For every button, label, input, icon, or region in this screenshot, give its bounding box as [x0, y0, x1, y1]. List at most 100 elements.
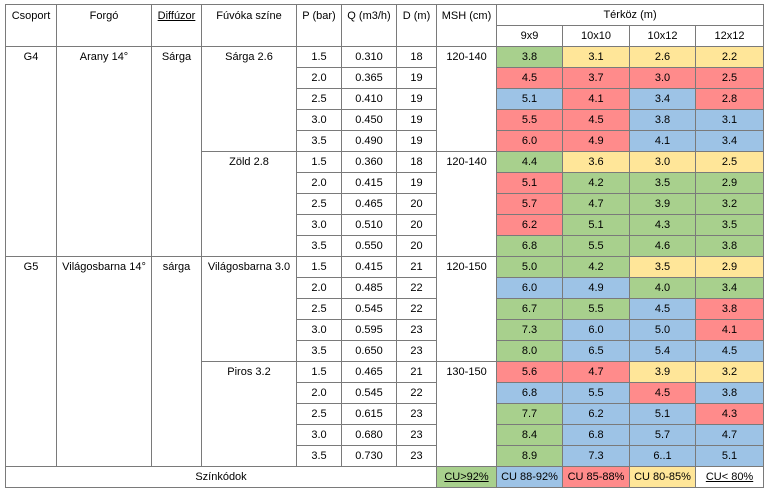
flow-value: 0.730: [341, 445, 397, 467]
table-row: 2.5 0.615 23 7.7 6.2 5.1 4.3: [6, 403, 765, 425]
flow-value: 0.485: [341, 277, 397, 299]
pressure-value: 2.0: [296, 67, 342, 89]
cu-cell: 5.1: [562, 214, 630, 236]
cu-cell: 2.5: [694, 67, 765, 89]
legend-label: Színkódok: [5, 466, 437, 488]
diffuser-name: Sárga: [151, 46, 202, 257]
flow-value: 0.510: [341, 214, 397, 236]
cu-cell: 2.9: [694, 256, 765, 278]
cu-cell: 3.8: [496, 46, 563, 68]
cu-cell: 4.1: [694, 319, 765, 341]
cu-cell: 6.5: [562, 340, 630, 362]
legend-item: CU 88-92%: [496, 466, 563, 488]
diameter-value: 19: [396, 172, 437, 194]
cu-cell: 4.7: [562, 193, 630, 215]
cu-cell: 3.5: [629, 256, 696, 278]
cu-cell: 5.5: [562, 382, 630, 404]
header-diameter: D (m): [396, 4, 437, 47]
cu-cell: 8.4: [496, 424, 563, 446]
cu-cell: 4.7: [562, 361, 630, 383]
cu-cell: 3.4: [694, 277, 765, 299]
diameter-value: 22: [396, 277, 437, 299]
cu-cell: 4.2: [562, 172, 630, 194]
diameter-value: 20: [396, 235, 437, 257]
flow-value: 0.465: [341, 361, 397, 383]
pressure-value: 2.5: [296, 403, 342, 425]
table-body: Csoport Forgó Diffúzor Fúvóka színe P (b…: [5, 4, 765, 488]
cu-cell: 6.0: [562, 319, 630, 341]
diameter-value: 18: [396, 151, 437, 173]
cu-cell: 3.0: [629, 67, 696, 89]
header-pressure: P (bar): [296, 4, 342, 47]
cu-cell: 4.4: [496, 151, 563, 173]
header-row-1: Csoport Forgó Diffúzor Fúvóka színe P (b…: [5, 4, 765, 47]
table-row: 3.0 0.595 23 7.3 6.0 5.0 4.1: [6, 319, 765, 341]
cu-cell: 3.1: [694, 109, 765, 131]
cu-cell: 3.5: [694, 214, 765, 236]
pressure-value: 2.5: [296, 88, 342, 110]
msh-value: 120-150: [436, 256, 497, 362]
cu-cell: 3.0: [629, 151, 696, 173]
pressure-value: 2.0: [296, 172, 342, 194]
cu-cell: 3.2: [694, 361, 765, 383]
msh-value: 120-140: [436, 46, 497, 152]
legend-item: CU>92%: [436, 466, 497, 488]
cu-cell: 8.0: [496, 340, 563, 362]
flow-value: 0.550: [341, 235, 397, 257]
cu-cell: 4.6: [629, 235, 696, 257]
cu-cell: 4.7: [694, 424, 765, 446]
cu-cell: 6.8: [496, 235, 563, 257]
pressure-value: 3.5: [296, 445, 342, 467]
flow-value: 0.545: [341, 298, 397, 320]
cu-cell: 5.5: [562, 235, 630, 257]
cu-cell: 2.6: [629, 46, 696, 68]
rotor-name: Arany 14°: [56, 46, 152, 257]
cu-cell: 2.2: [694, 46, 765, 68]
table-row: 3.5 0.730 23 8.9 7.3 6..1 5.1: [6, 445, 765, 467]
pressure-value: 3.0: [296, 214, 342, 236]
cu-cell: 5.1: [629, 403, 696, 425]
flow-value: 0.415: [341, 172, 397, 194]
cu-cell: 7.3: [496, 319, 563, 341]
cu-cell: 2.5: [694, 151, 765, 173]
diameter-value: 20: [396, 193, 437, 215]
cu-cell: 4.9: [562, 277, 630, 299]
cu-cell: 5.0: [629, 319, 696, 341]
cu-cell: 6.2: [496, 214, 563, 236]
table-row: 3.0 0.510 20 6.2 5.1 4.3 3.5: [6, 214, 765, 236]
flow-value: 0.615: [341, 403, 397, 425]
cu-cell: 5.6: [496, 361, 563, 383]
pressure-value: 1.5: [296, 151, 342, 173]
table-row: 2.5 0.465 20 5.7 4.7 3.9 3.2: [6, 193, 765, 215]
pressure-value: 3.0: [296, 109, 342, 131]
diameter-value: 19: [396, 109, 437, 131]
cu-cell: 7.7: [496, 403, 563, 425]
cu-cell: 4.9: [562, 130, 630, 152]
diameter-value: 22: [396, 382, 437, 404]
diameter-value: 21: [396, 256, 437, 278]
cu-cell: 6.8: [496, 382, 563, 404]
flow-value: 0.490: [341, 130, 397, 152]
header-terkoz: Térköz (m): [495, 4, 765, 26]
cu-cell: 2.8: [694, 88, 765, 110]
table-row: 3.0 0.450 19 5.5 4.5 3.8 3.1: [6, 109, 765, 131]
flow-value: 0.465: [341, 193, 397, 215]
cu-cell: 6.8: [562, 424, 630, 446]
legend-row: Színkódok CU>92% CU 88-92% CU 85-88% CU 80-8…: [5, 466, 765, 488]
pressure-value: 3.0: [296, 424, 342, 446]
header-flow: Q (m3/h): [341, 4, 397, 47]
flow-value: 0.415: [341, 256, 397, 278]
nozzle-name: Zöld 2.8: [201, 151, 297, 257]
cu-cell: 3.4: [694, 130, 765, 152]
cu-cell: 4.5: [629, 298, 696, 320]
flow-value: 0.680: [341, 424, 397, 446]
diameter-value: 23: [396, 424, 437, 446]
pressure-value: 1.5: [296, 256, 342, 278]
header-fuvoka: Fúvóka színe: [201, 4, 297, 47]
flow-value: 0.595: [341, 319, 397, 341]
diameter-value: 22: [396, 298, 437, 320]
cu-cell: 4.1: [562, 88, 630, 110]
pressure-value: 1.5: [296, 361, 342, 383]
header-forgo: Forgó: [56, 4, 152, 47]
cu-cell: 8.9: [496, 445, 563, 467]
